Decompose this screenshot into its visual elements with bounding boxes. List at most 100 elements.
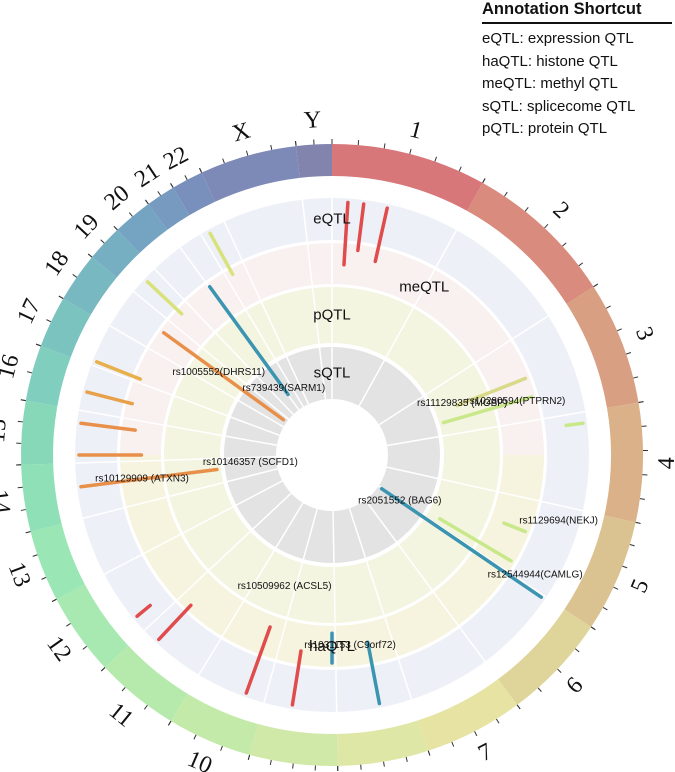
chromosome-tick	[524, 207, 529, 212]
chromosome-tick	[622, 565, 628, 569]
track-divider	[378, 315, 549, 426]
annotation-legend: Annotation Shortcut eQTL: expression QTL…	[482, 0, 672, 141]
track-divider	[103, 480, 283, 575]
chromosome-tick	[199, 167, 203, 173]
chromosome-label: 14	[0, 488, 15, 515]
chromosome-tick	[245, 150, 249, 156]
snp-label: rs1031153 (C9orf72)	[304, 640, 396, 651]
qtl-link	[79, 467, 219, 489]
chromosome-tick	[270, 144, 273, 150]
chromosome-segment-13	[30, 523, 85, 600]
legend-item-haqtl: haQTL: histone QTL	[482, 52, 618, 70]
track-divider	[133, 290, 290, 420]
track-band-meqtl	[120, 243, 544, 455]
chromosome-label: 3	[630, 323, 659, 344]
chromosome-label: 18	[40, 246, 75, 281]
chromosome-tick	[405, 756, 408, 763]
qtl-link	[455, 376, 528, 408]
chromosome-segment-8	[337, 720, 429, 766]
chromosome-tick	[593, 283, 599, 288]
snp-labels: rs10280594(PTPRN2)rs11129835 (MOBP) rs112…	[95, 367, 598, 651]
qtl-links	[77, 200, 585, 707]
track-divider	[386, 466, 584, 512]
track-divider	[91, 364, 280, 437]
chromosome-label: 7	[474, 738, 497, 767]
chromosome-tick	[35, 343, 41, 347]
chromosome-label: 17	[12, 295, 46, 328]
track-label-eqtl: eQTL	[313, 211, 351, 228]
chromosome-tick	[605, 305, 611, 309]
chromosome-label: 5	[626, 575, 655, 596]
qtl-link	[373, 206, 389, 264]
chromosome-tick	[295, 141, 297, 147]
legend-item-sqtl: sQTL: splicecome QTL	[482, 97, 636, 115]
chromosome-segment-22	[173, 172, 216, 216]
chromosome-label: 10	[183, 746, 215, 772]
chromosome-tick	[537, 687, 542, 692]
chromosome-segment-12	[56, 584, 129, 668]
chromosome-segment-3	[566, 286, 639, 408]
chromosome-tick	[32, 554, 38, 557]
chromosome-tick	[46, 319, 52, 323]
legend-item-eqtl: eQTL: expression QTL	[482, 30, 634, 47]
qtl-link	[438, 516, 513, 563]
snp-label: rs12544944(CAMLG)	[488, 570, 583, 581]
snp-label: rs1129694(NEKJ)	[519, 515, 598, 526]
chromosome-tick	[170, 183, 174, 188]
chromosome-tick	[193, 734, 197, 740]
chromosome-tick	[128, 212, 133, 217]
chromosome-label: 15	[0, 418, 12, 444]
chromosome-segment-10	[170, 693, 259, 755]
chromosome-tick	[482, 178, 486, 184]
chromosome-tick	[145, 199, 149, 205]
chromosome-tick	[41, 576, 47, 580]
qtl-link	[208, 231, 235, 277]
snp-label: rs739439(SARM1)	[242, 383, 325, 394]
track-divider	[75, 456, 277, 464]
chromosome-tick	[27, 371, 33, 374]
chromosome-tick	[17, 420, 23, 423]
chromosome-segment-16	[25, 345, 71, 407]
chromosome-tick	[504, 191, 508, 197]
chromosome-segment-X	[201, 146, 300, 202]
track-divider	[78, 409, 277, 446]
chromosome-label: 11	[104, 698, 138, 733]
chromosome-tick	[184, 175, 188, 181]
chromosome-tick	[602, 607, 608, 611]
chromosome-segment-11	[104, 645, 188, 722]
snp-label: rs11129835 (MOBP)	[417, 398, 507, 409]
track-label-pqtl: pQTL	[313, 307, 351, 324]
track-divider	[348, 508, 413, 700]
chromosome-tick	[613, 586, 619, 590]
chromosome-label: 12	[41, 632, 76, 667]
chromosome-tick	[562, 242, 567, 247]
chromosome-tick	[100, 239, 105, 244]
chromosome-tick	[590, 626, 596, 631]
chromosome-tick	[113, 225, 118, 231]
qtl-tracks	[75, 198, 589, 712]
track-labels: eQTL meQTL pQTL sQTL haQTL	[309, 211, 449, 656]
chromosome-label: 20	[100, 180, 135, 215]
chromosome-segment-7	[418, 679, 518, 751]
chromosome-label: 2	[548, 197, 575, 224]
chromosome-tick	[557, 668, 562, 673]
chromosome-segment-18	[63, 257, 117, 315]
chromosome-segment-5	[564, 515, 636, 627]
qtl-link	[356, 202, 366, 253]
chromosome-tick	[72, 274, 78, 278]
chromosome-tick	[495, 718, 500, 724]
track-divider	[154, 268, 294, 415]
chromosome-tick	[383, 761, 385, 767]
legend-list: eQTL: expression QTL haQTL: histone QTL …	[482, 28, 672, 141]
snp-label: rs2051552 (BAG6)	[358, 496, 441, 507]
track-label-haqtl: haQTL	[309, 638, 355, 655]
snp-label: rs10509962 (ACSL5)	[238, 581, 332, 592]
chromosome-tick	[626, 352, 632, 355]
track-divider	[82, 468, 278, 520]
chromosome-tick	[121, 687, 126, 692]
chromosome-segment-14	[21, 463, 62, 532]
chromosome-tick	[638, 401, 644, 404]
chromosome-tick	[220, 745, 223, 751]
track-band-haqtl	[120, 455, 544, 667]
chromosome-segment-4	[604, 402, 644, 523]
